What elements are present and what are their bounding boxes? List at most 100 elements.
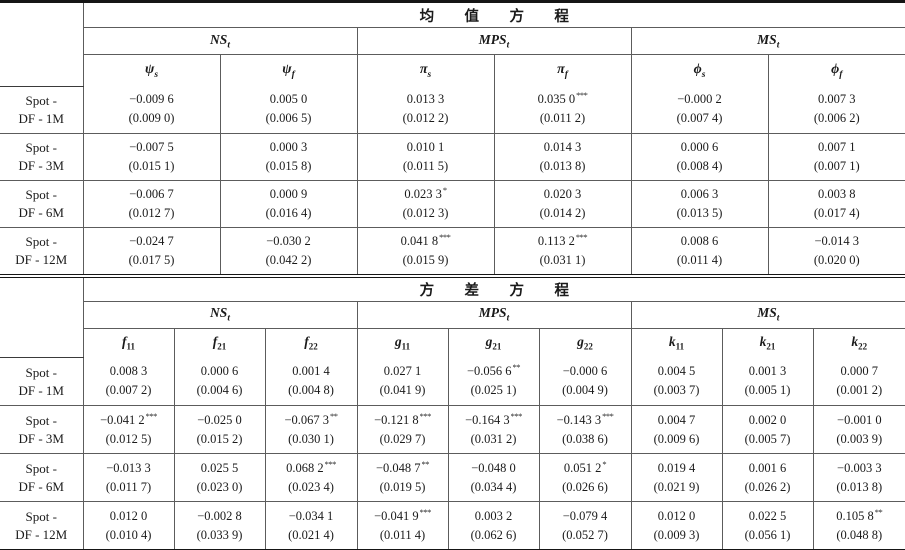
estimate-cell: 0.022 5 (0.056 1) [722,501,814,550]
coef-header-f21: f21 [174,328,266,358]
estimate-cell: −0.121 8*** (0.029 7) [357,405,449,454]
estimate-cell: −0.030 2 (0.042 2) [220,227,358,276]
estimate-cell: 0.012 0 (0.009 3) [631,501,723,550]
estimate-cell: 0.020 3 (0.014 2) [494,180,632,228]
table-row: Spot - DF - 6M −0.013 3 (0.011 7) 0.025 5 (0.… [0,453,905,502]
panel-title-row: 均值方程 [0,1,905,87]
panel-title-row: 方差方程 [0,277,905,358]
estimate-cell: 0.014 3 (0.013 8) [494,133,632,181]
estimate-cell: −0.041 2*** (0.012 5) [83,405,175,454]
estimate-cell: 0.023 3* (0.012 3) [357,180,495,228]
estimate-cell: 0.113 2*** (0.031 1) [494,227,632,276]
estimate-cell: −0.048 0 (0.034 4) [448,453,540,502]
row-label: Spot - DF - 3M [0,133,84,181]
panel-title-variance: 方差方程 [83,277,905,302]
estimate-cell: −0.001 0 (0.003 9) [813,405,905,454]
estimate-cell: 0.008 3 (0.007 2) [83,357,175,406]
coef-header-psi-f: ψf [220,54,358,86]
estimate-cell: 0.000 6 (0.008 4) [631,133,769,181]
coef-header-phi-s: ϕs [631,54,769,86]
estimate-cell: 0.006 3 (0.013 5) [631,180,769,228]
coef-header-f22: f22 [265,328,358,358]
group-header-mps: MPSt [357,27,632,55]
estimate-cell: 0.000 6 (0.004 6) [174,357,266,406]
table-row: Spot - DF - 6M −0.006 7 (0.012 7) 0.000 9 (0.… [0,180,905,228]
row-label: Spot - DF - 6M [0,180,84,228]
table-row: Spot - DF - 1M −0.009 6 (0.009 0) 0.005 0 (0.… [0,86,905,134]
group-header-ns: NSt [83,301,358,329]
estimate-cell: −0.000 2 (0.007 4) [631,86,769,134]
table-row: Spot - DF - 12M 0.012 0 (0.010 4) −0.002 8 (0… [0,501,905,550]
estimate-cell: −0.056 6** (0.025 1) [448,357,540,406]
coef-header-g21: g21 [448,328,540,358]
estimate-cell: −0.024 7 (0.017 5) [83,227,221,276]
estimate-cell: 0.001 3 (0.005 1) [722,357,814,406]
estimate-cell: 0.008 6 (0.011 4) [631,227,769,276]
estimate-cell: 0.051 2* (0.026 6) [539,453,632,502]
coef-header-pi-s: πs [357,54,495,86]
table-row: Spot - DF - 3M −0.041 2*** (0.012 5) −0.025 … [0,405,905,454]
estimate-cell: 0.001 6 (0.026 2) [722,453,814,502]
estimate-cell: −0.067 3** (0.030 1) [265,405,358,454]
coef-header-g11: g11 [357,328,449,358]
estimate-cell: 0.002 0 (0.005 7) [722,405,814,454]
estimate-cell: −0.006 7 (0.012 7) [83,180,221,228]
estimate-cell: −0.002 8 (0.033 9) [174,501,266,550]
estimate-cell: 0.025 5 (0.023 0) [174,453,266,502]
estimate-cell: 0.035 0*** (0.011 2) [494,86,632,134]
row-label: Spot - DF - 1M [0,357,84,406]
estimate-cell: −0.143 3*** (0.038 6) [539,405,632,454]
estimate-cell: −0.034 1 (0.021 4) [265,501,358,550]
table-row: Spot - DF - 12M −0.024 7 (0.017 5) −0.030 2(… [0,227,905,276]
coef-header-k22: k22 [851,334,868,352]
table-row: Spot - DF - 1M 0.008 3 (0.007 2) 0.000 6 (0.0… [0,357,905,406]
estimate-cell: 0.007 1 (0.007 1) [768,133,905,181]
estimate-cell: −0.000 6 (0.004 9) [539,357,632,406]
row-label: Spot - DF - 1M [0,86,84,134]
variance-equation-table: 方差方程 NSt MPSt MSt f11 f21 f22 g11 g21 g2… [0,277,905,550]
coef-header-row: ψs ψf πs πf ϕs ϕf [0,54,905,86]
coef-header-k11: k11 [631,328,723,358]
estimate-cell: 0.003 2 (0.062 6) [448,501,540,550]
estimate-cell: 0.041 8*** (0.015 9) [357,227,495,276]
estimate-cell: 0.027 1 (0.041 9) [357,357,449,406]
table-row: Spot - DF - 3M −0.007 5 (0.015 1) 0.000 3 (0.… [0,133,905,181]
estimate-cell: 0.000 3 (0.015 8) [220,133,358,181]
corner-cell [0,1,84,87]
estimate-cell: −0.048 7** (0.019 5) [357,453,449,502]
row-label: Spot - DF - 12M [0,227,84,276]
estimate-cell: 0.000 7 (0.001 2) [813,357,905,406]
row-label: Spot - DF - 3M [0,405,84,454]
estimate-cell: −0.009 6 (0.009 0) [83,86,221,134]
estimate-cell: 0.004 5 (0.003 7) [631,357,723,406]
estimate-cell: 0.012 0 (0.010 4) [83,501,175,550]
group-header-row: NSt MPSt MSt [0,301,905,329]
group-header-row: NSt MPSt MSt [0,27,905,55]
estimate-cell: 0.019 4 (0.021 9) [631,453,723,502]
estimate-cell: 0.005 0 (0.006 5) [220,86,358,134]
group-header-ms: MSt [631,27,905,55]
estimate-cell: −0.003 3 (0.013 8) [813,453,905,502]
group-header-ms: MSt [631,301,905,329]
mean-table-body: Spot - DF - 1M −0.009 6 (0.009 0) 0.005 0 (0.… [0,86,905,276]
coef-header-k21: k21 [722,328,814,358]
group-header-ns: NSt [83,27,358,55]
estimate-cell: 0.105 8** (0.048 8) [836,506,883,542]
estimate-cell: 0.010 1 (0.011 5) [357,133,495,181]
estimate-cell: −0.014 3 (0.020 0) [813,233,860,267]
corner-cell [0,277,84,358]
estimate-cell: −0.025 0 (0.015 2) [174,405,266,454]
estimate-cell: 0.004 7 (0.009 6) [631,405,723,454]
group-header-mps: MPSt [357,301,632,329]
estimate-cell: 0.068 2*** (0.023 4) [265,453,358,502]
coef-header-pi-f: πf [494,54,632,86]
estimate-cell: 0.013 3 (0.012 2) [357,86,495,134]
estimate-cell: 0.003 8 (0.017 4) [768,180,905,228]
estimate-cell: 0.007 3 (0.006 2) [768,86,905,134]
estimate-cell: 0.000 9 (0.016 4) [220,180,358,228]
estimate-cell: −0.013 3 (0.011 7) [83,453,175,502]
mean-equation-table: 均值方程 NSt MPSt MSt ψs ψf πs πf ϕs ϕf Spot… [0,0,905,278]
estimate-cell: −0.079 4 (0.052 7) [539,501,632,550]
variance-table-body: Spot - DF - 1M 0.008 3 (0.007 2) 0.000 6 (0.0… [0,357,905,550]
